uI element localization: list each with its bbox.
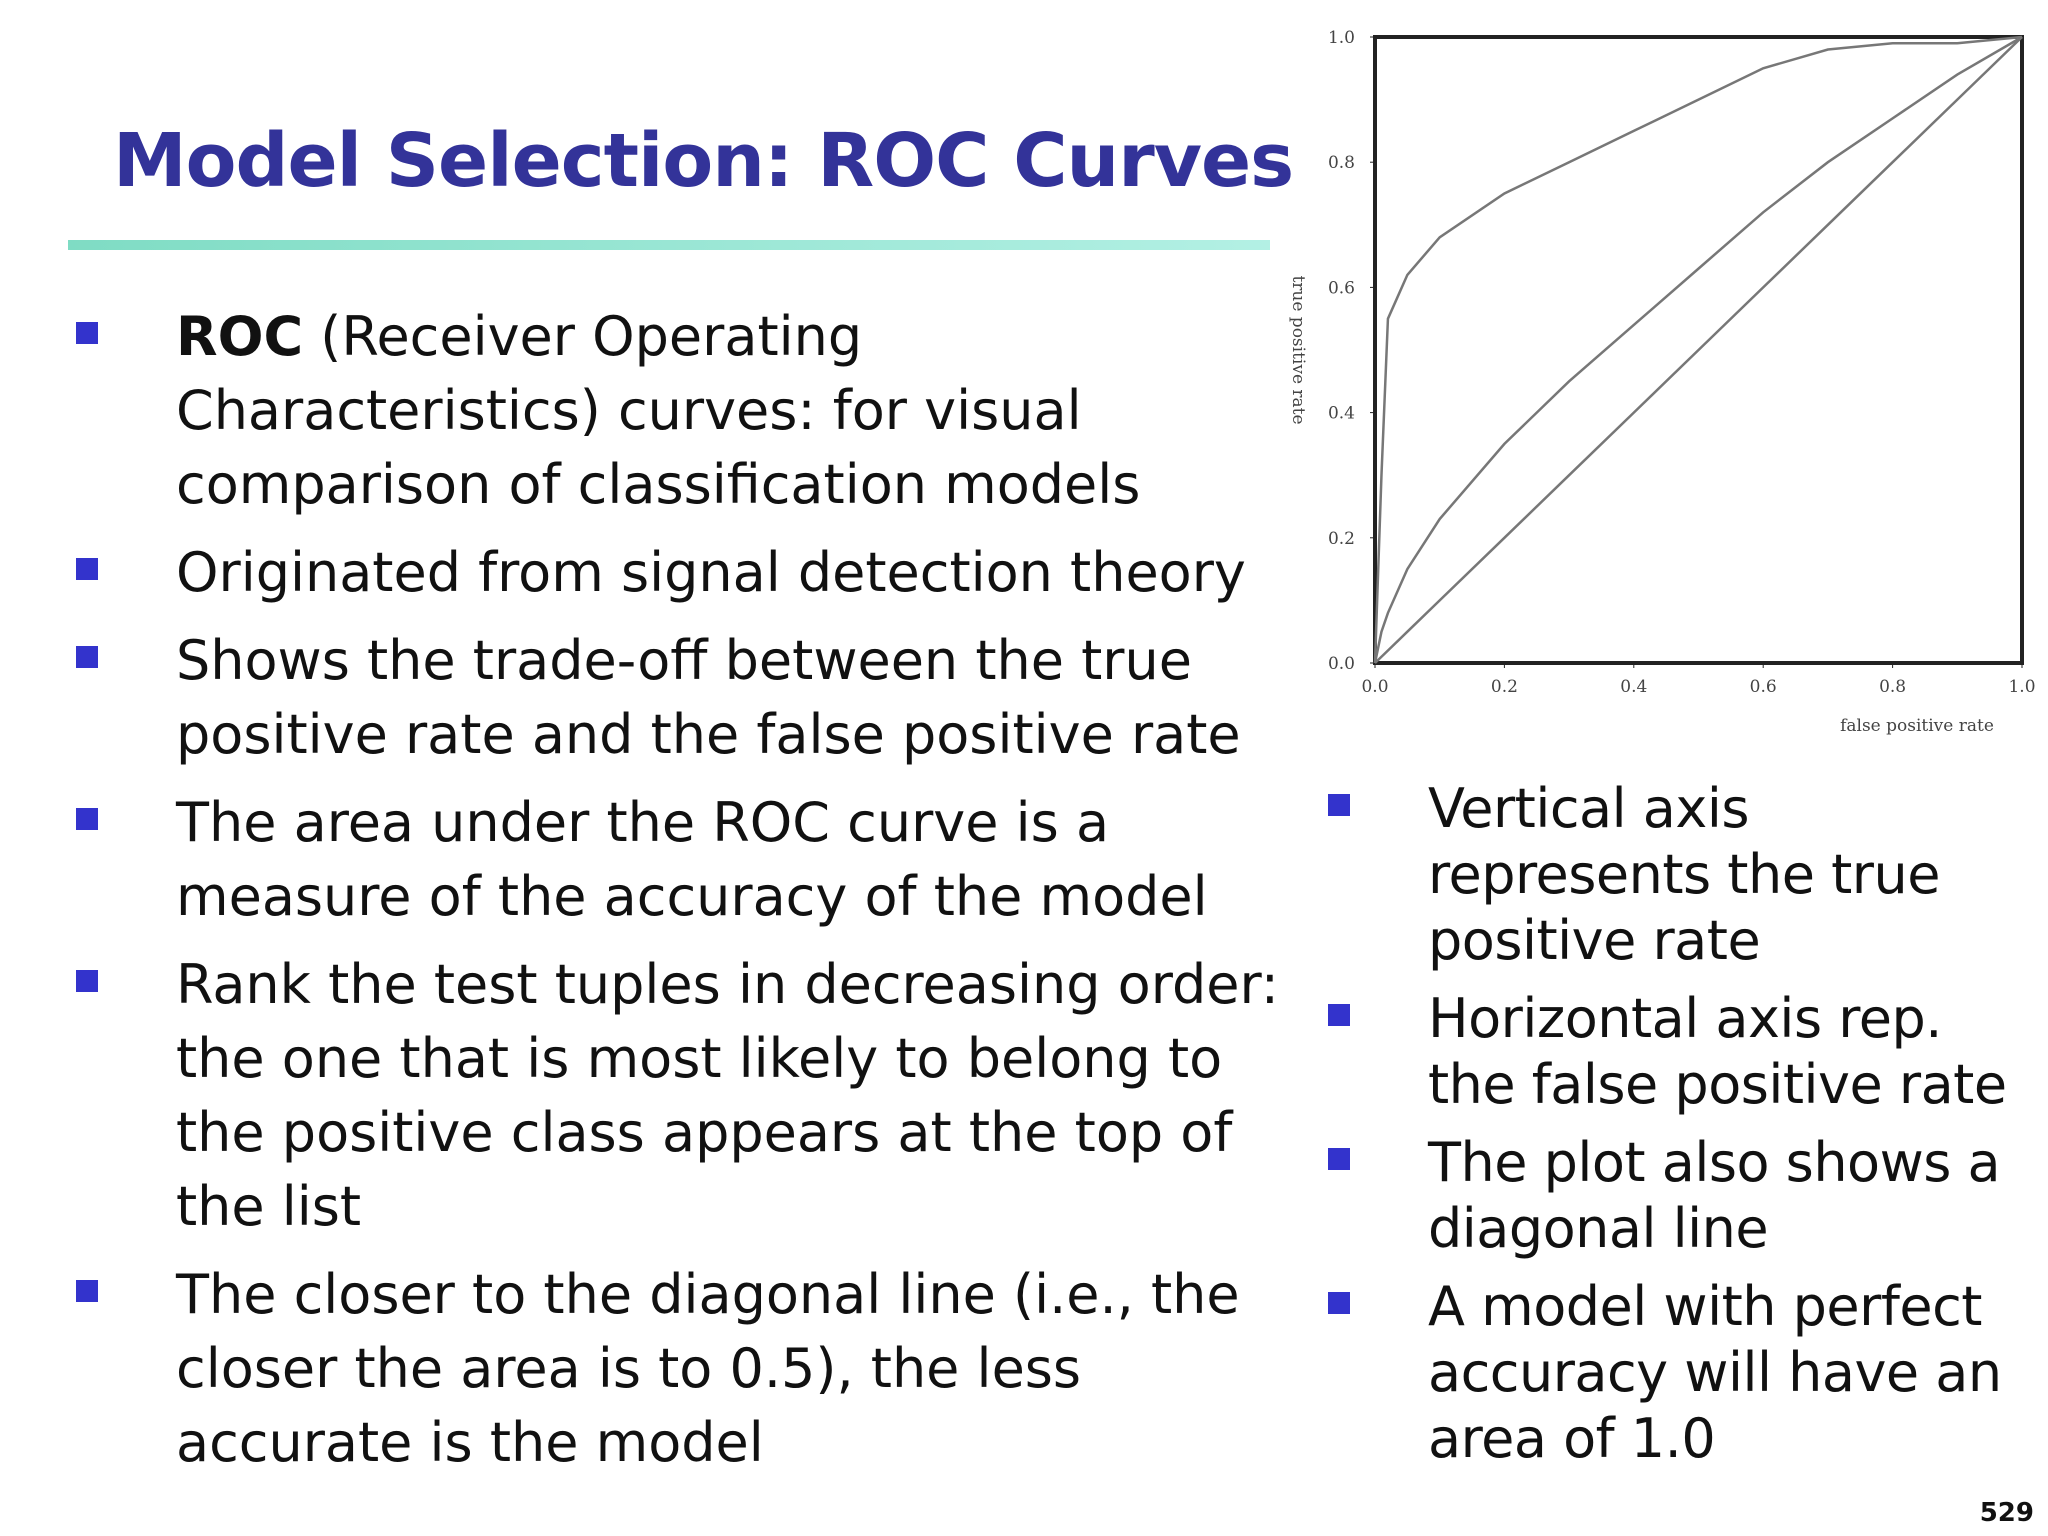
bullet-marker [76,322,98,344]
bullet-text: Vertical axis represents the true positi… [1428,777,1940,972]
bullet-text: The area under the ROC curve is a measur… [176,791,1208,928]
bullet-text: Horizontal axis rep. the false positive … [1428,987,2007,1116]
bullet-text: The plot also shows a diagonal line [1428,1131,2001,1260]
left-bullets: ROC (Receiver Operating Characteristics)… [70,300,1290,1494]
y-tick-label: 1.0 [1328,28,1355,48]
bullet-item: Horizontal axis rep. the false positive … [1322,986,2038,1118]
roc-curve [1373,35,2023,664]
x-tick-label: 0.0 [1361,677,1388,697]
bullet-marker [76,970,98,992]
roc-curve [1373,35,2023,664]
bullet-item: The plot also shows a diagonal line [1322,1130,2038,1262]
roc-chart: 0.0 0.2 0.4 0.6 0.8 1.0 0.0 0.2 0.4 0.6 0.8 1.0 fals… [1288,28,2036,736]
bullet-marker [76,808,98,830]
x-tick-label: 0.8 [1879,677,1906,697]
slide-title: Model Selection: ROC Curves [113,118,1294,204]
page-number: 529 [1979,1498,2034,1528]
y-tick-label: 0.4 [1328,404,1355,424]
bullet-item: Shows the trade-off between the true pos… [70,624,1290,772]
x-tick-label: 0.2 [1491,677,1518,697]
y-axis-label: true positive rate [1288,275,1308,424]
bullet-item: Vertical axis represents the true positi… [1322,776,2038,974]
y-tick-label: 0.8 [1328,153,1355,173]
bullet-marker [1328,794,1350,816]
x-tick-label: 0.6 [1750,677,1777,697]
bullet-item: A model with perfect accuracy will have … [1322,1274,2038,1472]
x-tick-label: 0.4 [1620,677,1647,697]
roc-curve [1374,36,2023,664]
y-tick-label: 0.0 [1328,654,1355,674]
bullet-item: Originated from signal detection theory [70,536,1290,610]
bullet-marker [1328,1004,1350,1026]
bullet-item: ROC (Receiver Operating Characteristics)… [70,300,1290,522]
right-bullets: Vertical axis represents the true positi… [1322,776,2038,1484]
bullet-text: Rank the test tuples in decreasing order… [176,953,1279,1238]
bullet-text: The closer to the diagonal line (i.e., t… [176,1263,1240,1474]
bullet-item: The area under the ROC curve is a measur… [70,786,1290,934]
y-tick-label: 0.6 [1328,278,1355,298]
bullet-text: Shows the trade-off between the true pos… [176,629,1241,766]
title-underline [68,240,1270,250]
bullet-text: (Receiver Operating Characteristics) cur… [176,305,1141,516]
bullet-marker [1328,1292,1350,1314]
x-axis-label: false positive rate [1840,716,1994,736]
plot-frame [1373,35,2024,665]
bullet-text: A model with perfect accuracy will have … [1428,1275,2002,1470]
bullet-bold: ROC [176,305,304,368]
y-tick-label: 0.2 [1328,529,1355,549]
bullet-marker [76,646,98,668]
x-tick-label: 1.0 [2008,677,2035,697]
bullet-marker [76,1280,98,1302]
bullet-item: The closer to the diagonal line (i.e., t… [70,1258,1290,1480]
bullet-item: Rank the test tuples in decreasing order… [70,948,1290,1244]
bullet-text: Originated from signal detection theory [176,541,1246,604]
bullet-marker [1328,1148,1350,1170]
bullet-marker [76,558,98,580]
